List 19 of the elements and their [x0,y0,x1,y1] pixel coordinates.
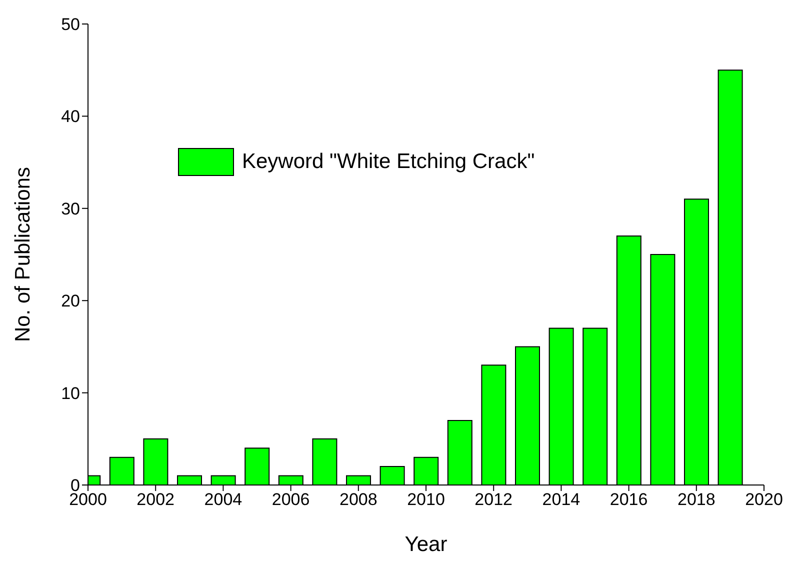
x-tick-label: 2008 [339,490,378,510]
x-tick-label: 2012 [474,490,513,510]
x-tick-label: 2018 [677,490,716,510]
x-axis-title: Year [404,533,448,556]
y-tick-label: 30 [61,199,80,218]
x-tick-label: 2004 [204,490,242,510]
legend-label: Keyword "White Etching Crack" [242,150,535,174]
x-tick-label: 2000 [69,490,107,510]
y-tick-label: 20 [61,292,80,311]
x-tick-label: 2002 [136,490,175,510]
y-axis-title: No. of Publications [11,166,34,342]
x-tick-label: 2006 [272,490,310,510]
x-tick-label: 2010 [407,490,445,510]
y-tick-label: 10 [61,384,80,403]
y-tick-label: 50 [61,15,80,34]
x-tick-label: 2014 [542,490,580,510]
x-tick-label: 2016 [610,490,648,510]
x-tick-label: 2020 [745,490,783,510]
y-tick-label: 40 [61,107,80,126]
